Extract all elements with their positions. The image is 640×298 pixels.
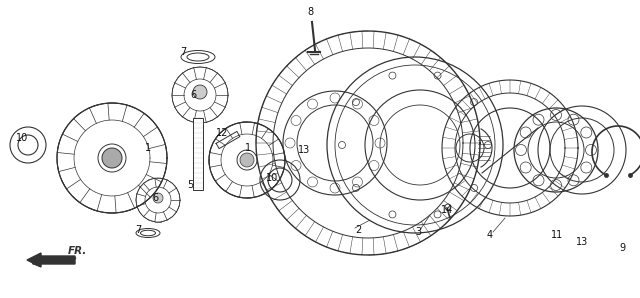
Text: 11: 11 — [551, 230, 563, 240]
Text: 1: 1 — [145, 143, 151, 153]
Circle shape — [153, 193, 163, 203]
Text: 4: 4 — [487, 230, 493, 240]
Text: 1: 1 — [245, 143, 251, 153]
Text: 7: 7 — [135, 225, 141, 235]
Text: 5: 5 — [187, 180, 193, 190]
Text: 9: 9 — [619, 243, 625, 253]
Text: 13: 13 — [298, 145, 310, 155]
Text: 8: 8 — [307, 7, 313, 17]
Circle shape — [240, 153, 254, 167]
Circle shape — [102, 148, 122, 168]
Text: 3: 3 — [415, 227, 421, 237]
Bar — [193, 118, 203, 190]
Text: 2: 2 — [355, 225, 361, 235]
Text: 14: 14 — [441, 205, 453, 215]
Text: 13: 13 — [576, 237, 588, 247]
Text: 6: 6 — [190, 90, 196, 100]
Text: 10: 10 — [266, 173, 278, 183]
Circle shape — [193, 85, 207, 99]
Text: 6: 6 — [152, 193, 158, 203]
Text: 10: 10 — [16, 133, 28, 143]
Text: 7: 7 — [180, 47, 186, 57]
Text: 12: 12 — [216, 128, 228, 138]
Text: FR.: FR. — [68, 246, 88, 256]
FancyArrow shape — [27, 253, 75, 267]
